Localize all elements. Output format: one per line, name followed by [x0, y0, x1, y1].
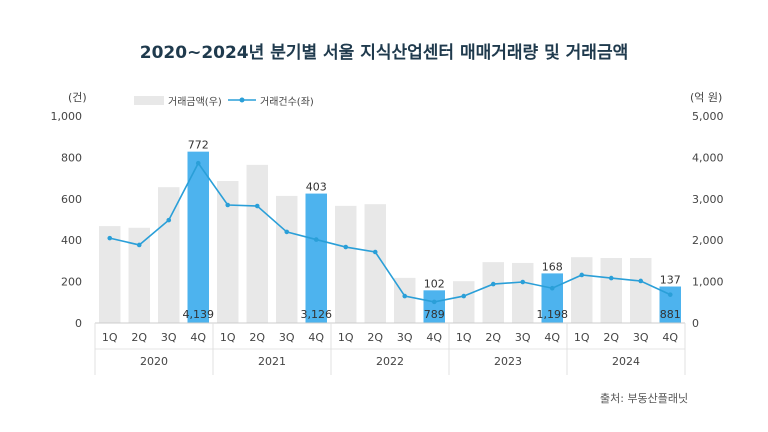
line-point — [136, 242, 142, 248]
quarter-label: 3Q — [279, 331, 295, 344]
right-tick-label: 0 — [692, 317, 699, 330]
quarter-label: 1Q — [220, 331, 236, 344]
quarter-label: 4Q — [190, 331, 206, 344]
bar — [187, 151, 209, 323]
line-point — [667, 292, 673, 297]
quarter-label: 1Q — [338, 331, 354, 344]
quarter-label: 3Q — [397, 331, 413, 344]
bar-data-label: 3,126 — [301, 308, 333, 321]
bar — [276, 195, 298, 323]
quarter-label: 3Q — [161, 331, 177, 344]
quarter-label: 3Q — [633, 331, 649, 344]
line-point — [579, 272, 585, 278]
line-data-label: 102 — [424, 277, 445, 290]
line-point — [284, 229, 290, 235]
bar — [453, 281, 475, 323]
bar — [571, 257, 593, 323]
quarter-label: 2Q — [603, 331, 619, 344]
line-data-label: 137 — [660, 274, 681, 287]
line-data-label: 403 — [306, 181, 327, 194]
right-tick-label: 4,000 — [692, 151, 724, 164]
bar — [512, 262, 534, 323]
quarter-label: 4Q — [308, 331, 324, 344]
line-point — [343, 244, 349, 250]
bar — [482, 262, 504, 323]
line-point — [461, 293, 467, 299]
line-series — [109, 161, 671, 303]
left-tick-label: 200 — [61, 276, 82, 289]
right-tick-label: 3,000 — [692, 193, 724, 206]
line-point — [402, 293, 408, 299]
year-label: 2021 — [258, 355, 286, 368]
line-point — [166, 217, 172, 223]
left-tick-label: 0 — [75, 317, 82, 330]
bar — [246, 164, 268, 323]
line-point — [549, 285, 555, 291]
bar — [128, 227, 150, 323]
quarter-label: 2Q — [485, 331, 501, 344]
bar-data-label: 4,139 — [183, 308, 215, 321]
left-tick-label: 600 — [61, 193, 82, 206]
legend-bar-swatch — [134, 96, 164, 105]
line-point — [254, 203, 260, 209]
bar — [364, 204, 386, 323]
quarter-label: 4Q — [544, 331, 560, 344]
bar — [600, 258, 622, 323]
right-tick-label: 1,000 — [692, 276, 724, 289]
right-tick-label: 2,000 — [692, 234, 724, 247]
bar — [335, 205, 357, 323]
quarter-label: 1Q — [574, 331, 590, 344]
quarter-label: 2Q — [131, 331, 147, 344]
bar — [630, 258, 652, 323]
quarter-label: 2Q — [249, 331, 265, 344]
line-point — [490, 281, 496, 287]
bar — [217, 180, 239, 323]
line-data-label: 168 — [542, 260, 563, 273]
bar — [158, 187, 180, 323]
right-axis-unit: (억 원) — [690, 91, 722, 104]
legend-line-label: 거래건수(좌) — [260, 96, 314, 108]
left-tick-label: 400 — [61, 234, 82, 247]
line-point — [520, 279, 526, 285]
year-label: 2020 — [140, 355, 168, 368]
right-tick-label: 5,000 — [692, 110, 724, 123]
chart-title: 2020~2024년 분기별 서울 지식산업센터 매매거래량 및 거래금액 — [139, 43, 629, 63]
legend-bar-label: 거래금액(우) — [168, 96, 222, 108]
quarter-label: 2Q — [367, 331, 383, 344]
quarter-label: 4Q — [662, 331, 678, 344]
left-tick-label: 800 — [61, 151, 82, 164]
line-point — [638, 278, 644, 284]
line-point — [372, 249, 378, 255]
quarter-label: 4Q — [426, 331, 442, 344]
line-point — [431, 299, 437, 305]
bar — [305, 193, 327, 323]
line-point — [107, 235, 113, 241]
bar — [423, 290, 445, 323]
year-label: 2023 — [494, 355, 522, 368]
year-label: 2022 — [376, 355, 404, 368]
line-point — [608, 275, 614, 281]
left-tick-label: 1,000 — [51, 110, 83, 123]
line-data-label: 772 — [188, 139, 209, 152]
legend-line-marker — [239, 97, 245, 103]
bar — [659, 286, 681, 323]
quarter-label: 3Q — [515, 331, 531, 344]
line-point — [225, 202, 231, 208]
bar-data-label: 1,198 — [537, 308, 569, 321]
source-note: 출처: 부동산플래닛 — [600, 392, 689, 405]
year-label: 2024 — [612, 355, 640, 368]
bar — [99, 226, 121, 323]
bar-data-label: 881 — [660, 308, 681, 321]
quarter-label: 1Q — [456, 331, 472, 344]
line-point — [313, 237, 319, 242]
bar-data-label: 789 — [424, 308, 445, 321]
quarter-label: 1Q — [102, 331, 118, 344]
line-point — [195, 160, 201, 166]
left-axis-unit: (건) — [68, 91, 87, 104]
